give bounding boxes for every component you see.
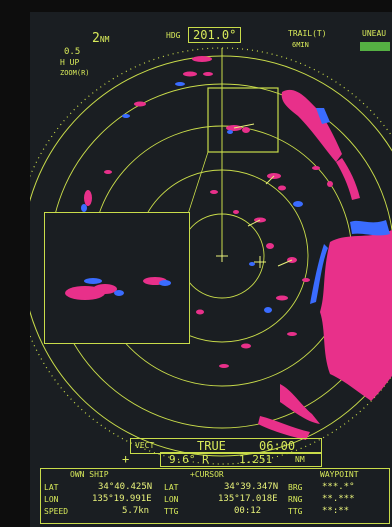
status-label: UNEAU bbox=[362, 29, 387, 38]
orientation-mode[interactable]: H UP bbox=[60, 58, 80, 67]
own-lat-label: LAT bbox=[44, 483, 59, 492]
waypoint-rng-value: **.*** bbox=[322, 494, 355, 504]
waypoint-ttg-label: TTG bbox=[288, 507, 303, 516]
status-indicator bbox=[360, 42, 390, 51]
cursor-ttg-label: TTG bbox=[164, 507, 179, 516]
navigation-data-panel: OWN SHIP +CURSOR WAYPOINT LAT 34°40.425N… bbox=[40, 468, 390, 524]
ring-interval: 0.5 bbox=[64, 47, 81, 57]
trail-duration: 6MIN bbox=[292, 41, 309, 49]
zoom-window[interactable] bbox=[44, 212, 190, 344]
data-panel-frame bbox=[40, 468, 390, 524]
cursor-lat-value: 34°39.347N bbox=[224, 482, 279, 492]
zoom-mode[interactable]: ZOOM(R) bbox=[60, 69, 90, 77]
waypoint-rng-label: RNG bbox=[288, 495, 303, 504]
range-value[interactable]: 2NM bbox=[92, 32, 109, 45]
range-unit: NM bbox=[99, 35, 110, 44]
waypoint-brg-value: ***.*° bbox=[322, 482, 355, 492]
zoom-source-box[interactable] bbox=[207, 87, 279, 153]
vector-time: 06:00 bbox=[259, 439, 296, 453]
vector-mode: TRUE bbox=[197, 439, 226, 453]
own-lon-label: LON bbox=[44, 495, 59, 504]
cursor-lon-label: LON bbox=[164, 495, 179, 504]
cursor-readout-box[interactable]: 9.6° R 1.251 NM bbox=[160, 452, 322, 467]
waypoint-header: WAYPOINT bbox=[320, 470, 359, 479]
cursor-lon-value: 135°17.018E bbox=[218, 494, 278, 504]
cursor-range: 1.251 bbox=[239, 453, 273, 466]
cursor-header: +CURSOR bbox=[190, 470, 224, 479]
vector-label: VECT bbox=[135, 441, 155, 450]
own-ship-symbol bbox=[216, 250, 228, 262]
cursor-bearing: 9.6° R bbox=[169, 453, 209, 466]
vector-mode-box[interactable]: VECT TRUE 06:00 bbox=[130, 438, 322, 454]
own-lat-value: 34°40.425N bbox=[98, 482, 153, 492]
radar-ppi[interactable] bbox=[30, 12, 392, 527]
own-lon-value: 135°19.991E bbox=[92, 494, 152, 504]
cursor-lat-label: LAT bbox=[164, 483, 179, 492]
radar-display: 2NM 0.5 H UP ZOOM(R) HDG 201.0° TRAIL(T)… bbox=[30, 12, 392, 527]
zoom-echoes bbox=[65, 277, 171, 300]
own-speed-label: SPEED bbox=[44, 507, 69, 516]
cursor-symbol: + bbox=[122, 452, 130, 466]
trail-label[interactable]: TRAIL(T) bbox=[288, 29, 327, 38]
heading-value: 201.0° bbox=[188, 27, 242, 43]
waypoint-brg-label: BRG bbox=[288, 483, 303, 492]
radar-echoes bbox=[81, 56, 392, 440]
range-number: 2 bbox=[92, 31, 100, 46]
own-speed-value: 5.7kn bbox=[122, 506, 150, 516]
cursor-mark[interactable] bbox=[254, 256, 266, 268]
cursor-ttg-value: 00:12 bbox=[234, 506, 262, 516]
cursor-range-unit: NM bbox=[295, 455, 305, 464]
own-ship-header: OWN SHIP bbox=[70, 470, 109, 479]
waypoint-ttg-value: **:** bbox=[322, 506, 350, 516]
heading-label: HDG bbox=[166, 31, 181, 40]
